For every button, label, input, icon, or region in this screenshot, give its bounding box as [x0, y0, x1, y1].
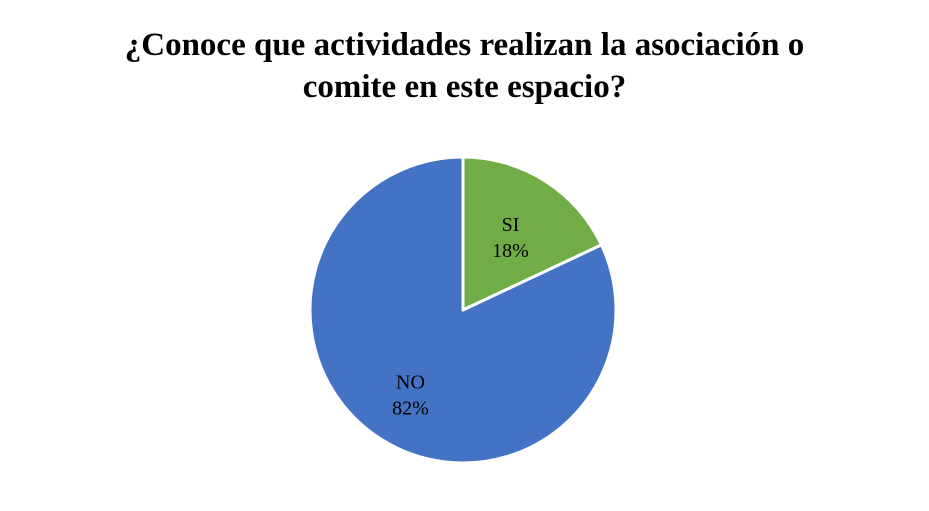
chart-title-line-1: ¿Conoce que actividades realizan la asoc…	[124, 27, 805, 63]
chart-title: ¿Conoce que actividades realizan la asoc…	[0, 24, 929, 108]
pie-slices	[308, 155, 618, 465]
pie-label-si-name: SI	[502, 214, 520, 236]
chart-title-line-2: comite en este espacio?	[302, 69, 627, 105]
pie-slice-si	[461, 155, 603, 312]
pie-label-no-value: 82%	[392, 398, 429, 420]
pie-slice-no	[308, 155, 618, 465]
pie-labels: SI 18% NO 82%	[392, 214, 529, 420]
pie-label-si-value: 18%	[492, 240, 529, 262]
pie-label-no-name: NO	[396, 372, 425, 394]
